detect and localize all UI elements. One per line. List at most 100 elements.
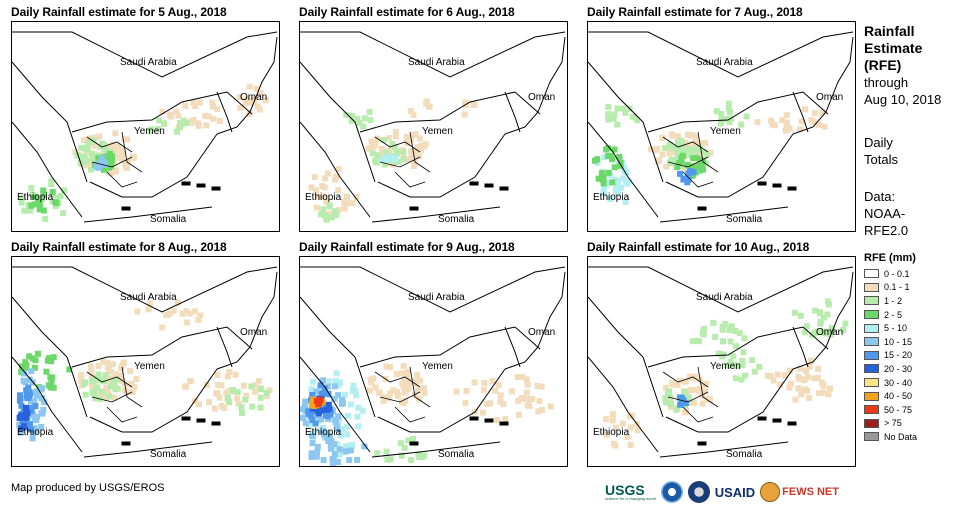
rain-cell [173, 108, 180, 115]
rain-cell [616, 153, 623, 160]
rain-cell [111, 395, 118, 402]
rain-cell [825, 391, 832, 398]
country-label-somalia: Somalia [150, 214, 187, 225]
rain-cell [129, 389, 136, 396]
rain-cell [110, 361, 116, 368]
rain-cell [520, 395, 527, 402]
rain-cell [350, 382, 357, 389]
rain-cell [634, 427, 641, 434]
rain-cell [381, 394, 388, 401]
rain-cell [374, 152, 381, 159]
governorate-line [394, 171, 426, 188]
rain-cell [371, 143, 377, 149]
rain-cell [313, 398, 320, 404]
rain-cell [128, 380, 135, 387]
island [211, 186, 221, 191]
rain-cell [740, 349, 747, 356]
rain-cell [611, 111, 618, 118]
legend-item: 1 - 2 [864, 294, 917, 308]
rain-cell [786, 367, 793, 374]
rain-cell [94, 134, 101, 140]
rain-cell [242, 396, 249, 403]
rain-cell [348, 401, 354, 408]
rain-cell [39, 410, 46, 417]
rain-cell [781, 372, 788, 379]
rain-cell [320, 428, 326, 434]
rain-cell [254, 103, 261, 110]
rain-cell [337, 432, 344, 439]
rain-cell [414, 371, 421, 378]
border-line [216, 326, 233, 368]
rain-cell [336, 446, 343, 453]
rain-cell [595, 175, 602, 182]
rain-cell [324, 383, 331, 390]
rain-cell [88, 368, 95, 375]
rain-cell [202, 113, 209, 119]
rain-cell [43, 368, 50, 375]
rain-cell [675, 139, 681, 146]
rain-cell [502, 416, 509, 422]
rain-cell [674, 152, 681, 159]
rain-cell [678, 140, 685, 147]
legend-swatch [864, 405, 879, 415]
rain-cell [605, 111, 612, 118]
rain-cell [94, 384, 101, 391]
rain-cell [605, 169, 612, 176]
rain-cell [32, 403, 39, 410]
rain-cell [415, 387, 421, 394]
rain-cell [18, 402, 25, 409]
island [181, 181, 191, 186]
rain-cell [257, 404, 264, 411]
rain-cell [103, 384, 110, 391]
rain-cell [42, 216, 49, 222]
rain-cell [216, 118, 223, 124]
rain-cell [700, 166, 706, 173]
rain-cell [389, 141, 396, 147]
rain-cell [378, 153, 385, 160]
rain-cell [66, 366, 73, 373]
rain-cell [622, 198, 629, 205]
sidebar-data-source: Data: NOAA- RFE2.0 [864, 188, 908, 239]
rain-cell [82, 391, 89, 398]
rain-cell [146, 300, 153, 307]
rain-cell [263, 97, 269, 104]
country-label-somalia: Somalia [438, 449, 475, 460]
rain-cell [820, 382, 827, 389]
rain-cell [620, 105, 626, 112]
map-frame: Saudi Arabia Oman Yemen Ethiopia Somalia [11, 21, 280, 232]
border-line [300, 296, 376, 418]
rain-cell [408, 154, 415, 161]
rain-cell [538, 383, 545, 390]
rain-cell [684, 131, 691, 138]
rain-cell [90, 389, 97, 396]
rain-cell [693, 165, 700, 172]
rain-cell [28, 407, 35, 414]
rain-cell [410, 378, 417, 385]
country-label-ethiopia: Ethiopia [305, 192, 342, 203]
rain-cell [326, 203, 333, 210]
legend-item: 5 - 10 [864, 321, 917, 335]
rain-cell [405, 136, 412, 143]
rainfall-map: Saudi Arabia Oman Yemen Ethiopia Somalia [588, 31, 854, 225]
rain-cell [182, 102, 189, 109]
rain-cell [392, 128, 399, 135]
rain-cell [112, 371, 119, 378]
rain-cell [47, 374, 54, 381]
rain-cell [401, 444, 408, 451]
rain-cell [305, 408, 312, 415]
country-label-yemen: Yemen [134, 126, 165, 137]
rain-cell [327, 441, 334, 448]
rain-cell [253, 85, 260, 92]
rain-cell [210, 115, 217, 122]
rain-cell [688, 375, 695, 382]
rain-cell [677, 170, 683, 177]
rain-cell [730, 353, 737, 360]
rain-cell [470, 101, 477, 108]
rain-cell [754, 119, 761, 126]
rain-cell [524, 402, 531, 409]
rain-cell [91, 142, 98, 149]
rain-cell [252, 388, 259, 395]
rain-cell [529, 396, 536, 403]
legend-item: 20 - 30 [864, 362, 917, 376]
rain-cell [609, 417, 616, 424]
